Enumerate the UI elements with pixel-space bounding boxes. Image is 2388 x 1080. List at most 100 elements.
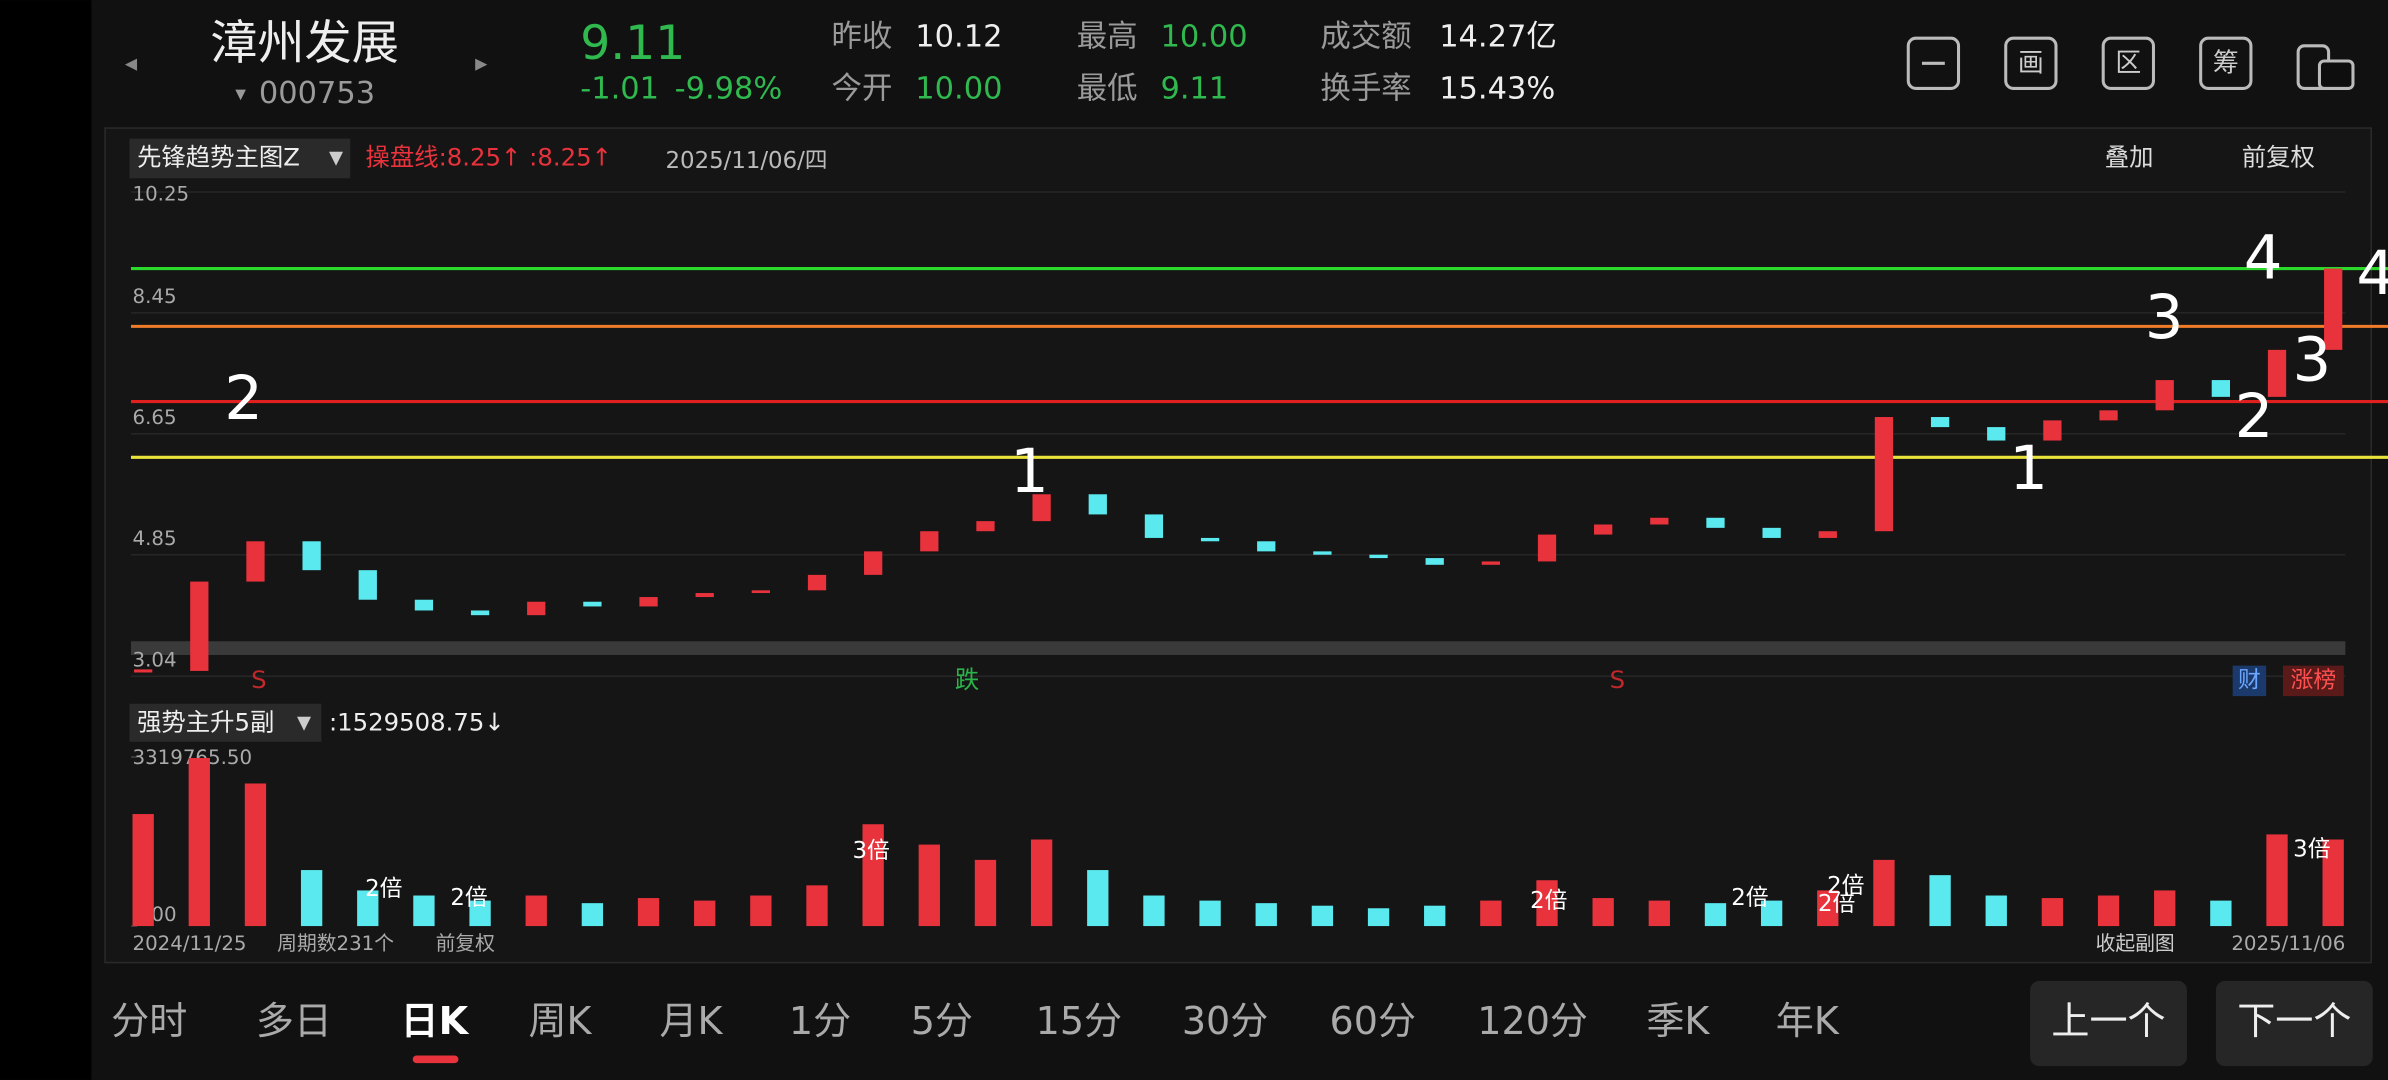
candle: [1874, 417, 1894, 532]
dropdown[interactable]: ▼: [329, 147, 343, 168]
volume-bar: [974, 859, 997, 927]
indicator-box[interactable]: [129, 703, 322, 742]
candle: [1762, 527, 1781, 538]
volume-bar: [1087, 870, 1109, 927]
nav-button[interactable]: [2215, 980, 2373, 1067]
volume-bar: [1873, 859, 1895, 927]
volume-bar: [2041, 898, 2064, 927]
candle: [2267, 349, 2287, 397]
line-info: 操盘线:8.25↑ :8.25↑: [366, 142, 613, 171]
tab[interactable]: 30分: [1182, 999, 1269, 1043]
candle: [2043, 420, 2062, 441]
nav-button-label[interactable]: 上一个: [2051, 999, 2165, 1043]
next-stock[interactable]: ▸: [475, 48, 488, 77]
candle: [807, 574, 827, 591]
volume-bar: [2097, 895, 2120, 927]
tab[interactable]: 120分: [1477, 999, 1588, 1043]
candle: [527, 601, 546, 616]
wave-label: 3: [2292, 325, 2331, 396]
indicator-box[interactable]: [129, 138, 351, 179]
stat-label: 换手率: [1320, 71, 1411, 106]
candle: [864, 551, 883, 575]
tab[interactable]: 周K: [528, 999, 592, 1043]
candle: [639, 597, 658, 607]
dropdown[interactable]: ▼: [297, 713, 311, 734]
icon-box[interactable]: [1906, 36, 1961, 90]
candle: [1537, 534, 1557, 562]
tab[interactable]: 多日: [256, 999, 332, 1043]
adjust[interactable]: 前复权: [2242, 142, 2315, 171]
overlay[interactable]: 叠加: [2105, 142, 2154, 171]
candle: [1144, 514, 1164, 538]
nav-button-label[interactable]: 下一个: [2237, 999, 2351, 1043]
volume-bar: [1760, 900, 1783, 927]
volume-bar: [2266, 834, 2288, 927]
y-tick-label: 10.25: [132, 183, 189, 206]
volume-bar: [413, 895, 435, 927]
wave-label: 1: [1010, 436, 1049, 507]
wave-label: 4: [2356, 238, 2388, 309]
candle: [414, 599, 434, 611]
badge[interactable]: 财: [2238, 667, 2261, 693]
tab[interactable]: 月K: [659, 999, 723, 1043]
candle: [1088, 494, 1107, 515]
volume-bar: [1311, 905, 1334, 927]
y-tick-label: 4.85: [132, 527, 176, 550]
code-dropdown[interactable]: ▾: [235, 82, 246, 107]
prev-stock[interactable]: ◂: [125, 48, 138, 77]
volume-bar: [1929, 875, 1951, 927]
volume-bar: [750, 895, 772, 927]
stock-name: 漳州发展: [210, 16, 399, 71]
stat-value: 9.11: [1160, 71, 1228, 106]
candle: [1930, 417, 1950, 428]
candle: [583, 601, 602, 607]
x-start: 2024/11/25: [132, 932, 246, 955]
tab-indicator: [412, 1055, 459, 1064]
stat-value: 14.27亿: [1439, 20, 1557, 55]
volume-bar: [1255, 903, 1277, 927]
badge[interactable]: 涨榜: [2291, 667, 2337, 693]
nav-button[interactable]: [2030, 980, 2187, 1067]
volume-value: :1529508.75↓: [329, 708, 505, 737]
collapse[interactable]: 收起副图: [2096, 932, 2175, 955]
candle: [1369, 554, 1388, 559]
icon-box[interactable]: [2199, 36, 2253, 90]
tab[interactable]: 分时: [111, 999, 187, 1043]
tab[interactable]: 5分: [911, 999, 973, 1043]
volume-annotation: 2倍: [365, 876, 402, 902]
x-end: 2025/11/06: [2231, 932, 2345, 955]
left-strip: [0, 0, 92, 1080]
tab[interactable]: 日K: [401, 999, 470, 1043]
icon-box[interactable]: [2101, 36, 2155, 90]
volume-bar: [1367, 908, 1390, 927]
volume-bar: [244, 783, 267, 927]
tab[interactable]: 60分: [1330, 999, 1417, 1043]
volume-annotation: 2倍: [1827, 873, 1864, 899]
volume-bar: [2210, 900, 2232, 927]
candle: [358, 570, 377, 600]
volume-bar: [1817, 890, 1839, 927]
tab[interactable]: 15分: [1036, 999, 1122, 1043]
chart-panel: [104, 127, 2373, 964]
wave-label: 2: [2235, 381, 2274, 452]
volume-bar: [1143, 895, 1165, 927]
tab[interactable]: 季K: [1646, 999, 1710, 1043]
volume-bar: [862, 824, 884, 927]
volume-bar: [1648, 900, 1670, 927]
volume-bar: [188, 758, 210, 927]
volume-bar: [1536, 880, 1558, 927]
tab[interactable]: 1分: [789, 999, 851, 1043]
volume-bar: [525, 895, 547, 927]
volume-bar: [637, 898, 660, 927]
volume-bar: [1030, 839, 1053, 927]
icon-box[interactable]: [2004, 36, 2058, 90]
stat-value: 10.00: [915, 71, 1002, 106]
volume-adjust: 前复权: [436, 932, 496, 955]
volume-bar: [1480, 900, 1502, 927]
volume-bar: [694, 900, 716, 927]
tab[interactable]: 年K: [1776, 999, 1840, 1043]
volume-annotation: 2倍: [1530, 888, 1567, 914]
candle: [751, 590, 770, 594]
